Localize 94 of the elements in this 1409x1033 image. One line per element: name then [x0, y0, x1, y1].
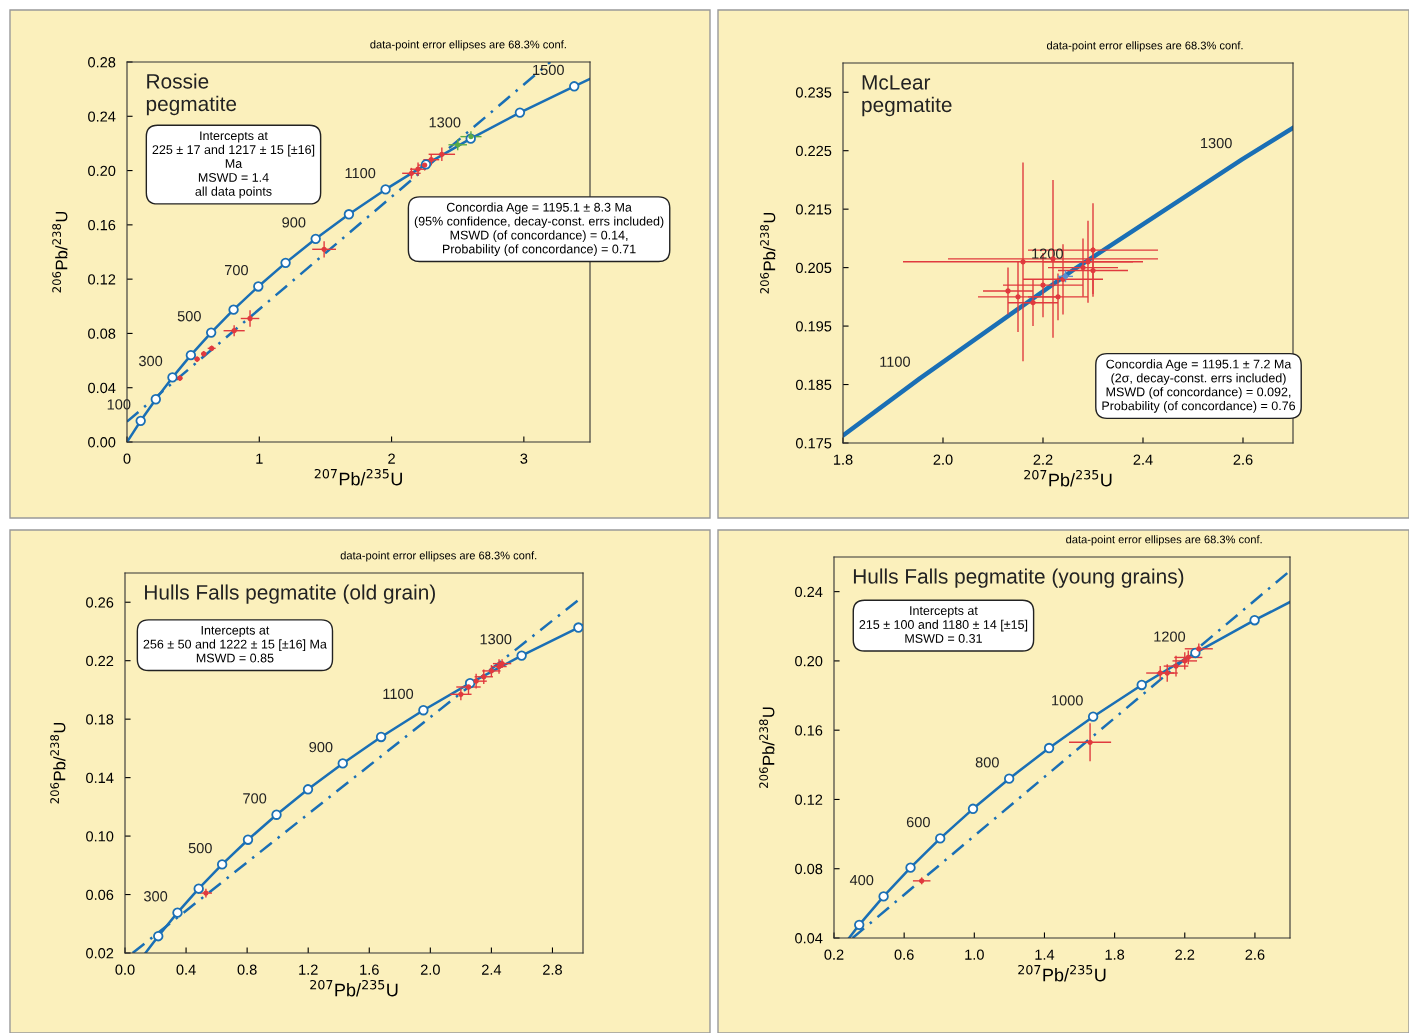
annotation: Intercepts at 256 ± 50 and 1222 ± 15 [±16] Ma MSWD = 0.85: [143, 625, 327, 663]
annotation: 700: [224, 264, 248, 276]
y-tick-label: 0.06: [86, 889, 114, 900]
annotation: 1200: [1154, 631, 1186, 642]
x-tick-label: 2.4: [482, 964, 502, 975]
x-tick-label: 2.2: [1175, 949, 1195, 960]
x-tick-label: 1.2: [299, 964, 318, 975]
x-tick-label: 0: [123, 453, 131, 464]
x-tick-label: 3: [520, 453, 528, 464]
y-tick-label: 0.10: [86, 831, 114, 842]
y-tick-label: 0.195: [795, 321, 832, 332]
annotation: 1300: [480, 634, 512, 645]
annotation: 800: [975, 757, 999, 768]
x-tick-label: 1.8: [1105, 949, 1125, 960]
x-tick-label: 0.6: [894, 949, 914, 960]
y-tick-label: 0.08: [795, 863, 823, 875]
x-tick-label: 2.0: [933, 454, 953, 465]
y-tick-label: 0.22: [86, 655, 114, 667]
annotation: 1000: [1052, 695, 1083, 706]
annotation: 1500: [533, 64, 564, 76]
y-tick-label: 0.235: [795, 87, 832, 98]
y-tick-label: 0.24: [88, 111, 116, 122]
text: Hulls Falls pegmatite (young grains): [853, 568, 1184, 588]
x-tick-label: 1: [256, 453, 263, 464]
x-tick-label: 2.6: [1245, 949, 1265, 960]
y-tick-label: 0.12: [88, 274, 116, 285]
text: McLear pegmatite: [862, 75, 952, 117]
x-tick-label: 0.2: [824, 949, 844, 960]
y-tick-label: 0.14: [86, 772, 114, 784]
y-tick-label: 0.20: [88, 165, 116, 176]
y-axis-title: $^{206}$Pb/$^{238}$U: [52, 211, 68, 293]
text: data-point error ellipses are 68.3% conf.: [1046, 41, 1243, 52]
annotation: 1100: [345, 167, 376, 179]
y-tick-label: 0.26: [86, 597, 114, 608]
x-tick-label: 2.4: [1133, 454, 1153, 465]
y-tick-label: 0.00: [88, 437, 116, 448]
x-tick-label: 1.6: [360, 964, 379, 975]
x-tick-label: 1.0: [965, 949, 984, 960]
x-tick-label: 1.8: [833, 454, 853, 465]
annotation: 500: [188, 842, 212, 854]
y-tick-label: 0.04: [88, 382, 116, 394]
annotation: Concordia Age = 1195.1 ± 8.3 Ma (95% confidence, decay-const. errs included) MSWD (of concordance) = 0.14, Probability (of concordance) = 0.71: [414, 202, 664, 256]
x-axis-title: $^{207}$Pb/$^{235}$U: [1018, 964, 1106, 982]
annotation: Concordia Age = 1195.1 ± 7.2 Ma (2σ, decay-const. errs included) MSWD (of concordance) = 0.092, Probability (of concordance) = 0.76: [1102, 359, 1296, 413]
x-axis-title: $^{207}$Pb/$^{235}$U: [310, 979, 398, 997]
x-tick-label: 2.0: [420, 964, 440, 975]
annotation: Intercepts at 215 ± 100 and 1180 ± 14 [±15] MSWD = 0.31: [859, 606, 1028, 643]
x-axis-title: $^{207}$Pb/$^{235}$U: [314, 468, 402, 486]
y-tick-label: 0.16: [88, 219, 116, 231]
y-tick-label: 0.12: [795, 794, 823, 805]
x-tick-label: 2.6: [1233, 454, 1253, 465]
x-tick-label: 2: [388, 453, 395, 464]
annotation: 1300: [1201, 137, 1232, 149]
annotation: 300: [143, 891, 168, 902]
y-tick-label: 0.20: [795, 656, 823, 667]
annotation: 700: [243, 793, 267, 804]
x-tick-label: 0.0: [115, 964, 135, 975]
y-axis-title: $^{206}$Pb/$^{238}$U: [759, 707, 775, 788]
annotation: 900: [309, 741, 333, 753]
y-tick-label: 0.205: [795, 262, 832, 274]
annotation: 500: [177, 311, 201, 322]
y-tick-label: 0.28: [88, 57, 116, 68]
text: Rossie pegmatite: [146, 73, 237, 116]
y-tick-label: 0.02: [86, 948, 114, 959]
y-axis-title: $^{206}$Pb/$^{238}$U: [760, 212, 776, 294]
annotation: 100: [107, 399, 131, 410]
text: data-point error ellipses are 68.3% conf.: [370, 40, 566, 51]
y-tick-label: 0.225: [795, 145, 832, 157]
annotation: 300: [138, 355, 163, 367]
text: data-point error ellipses are 68.3% conf.: [340, 551, 537, 562]
x-tick-label: 0.8: [237, 964, 257, 975]
y-tick-label: 0.175: [795, 438, 832, 449]
y-tick-label: 0.08: [88, 328, 116, 339]
y-axis-title: $^{206}$Pb/$^{238}$U: [50, 722, 66, 804]
annotation: 600: [906, 816, 930, 828]
x-tick-label: 0.4: [176, 964, 196, 975]
x-axis-title: $^{207}$Pb/$^{235}$U: [1024, 469, 1112, 487]
y-tick-label: 0.185: [795, 379, 832, 390]
y-tick-label: 0.215: [795, 204, 832, 215]
x-tick-label: 1.4: [1035, 949, 1055, 960]
y-tick-label: 0.04: [795, 933, 823, 944]
y-tick-label: 0.18: [86, 714, 114, 725]
text: Hulls Falls pegmatite (old grain): [145, 584, 435, 604]
y-tick-label: 0.16: [795, 725, 823, 736]
x-tick-label: 2.2: [1033, 454, 1053, 465]
y-tick-label: 0.24: [795, 586, 823, 598]
annotation: 900: [282, 217, 306, 228]
text: data-point error ellipses are 68.3% conf.: [1066, 535, 1262, 546]
annotation: 400: [849, 874, 874, 886]
x-tick-label: 2.8: [543, 964, 562, 975]
annotation: Intercepts at 225 ± 17 and 1217 ± 15 [±16] Ma MSWD = 1.4 all data points: [152, 131, 315, 199]
annotation: 1300: [429, 117, 461, 128]
annotation: 1100: [383, 688, 414, 700]
annotation: 1100: [880, 356, 911, 367]
